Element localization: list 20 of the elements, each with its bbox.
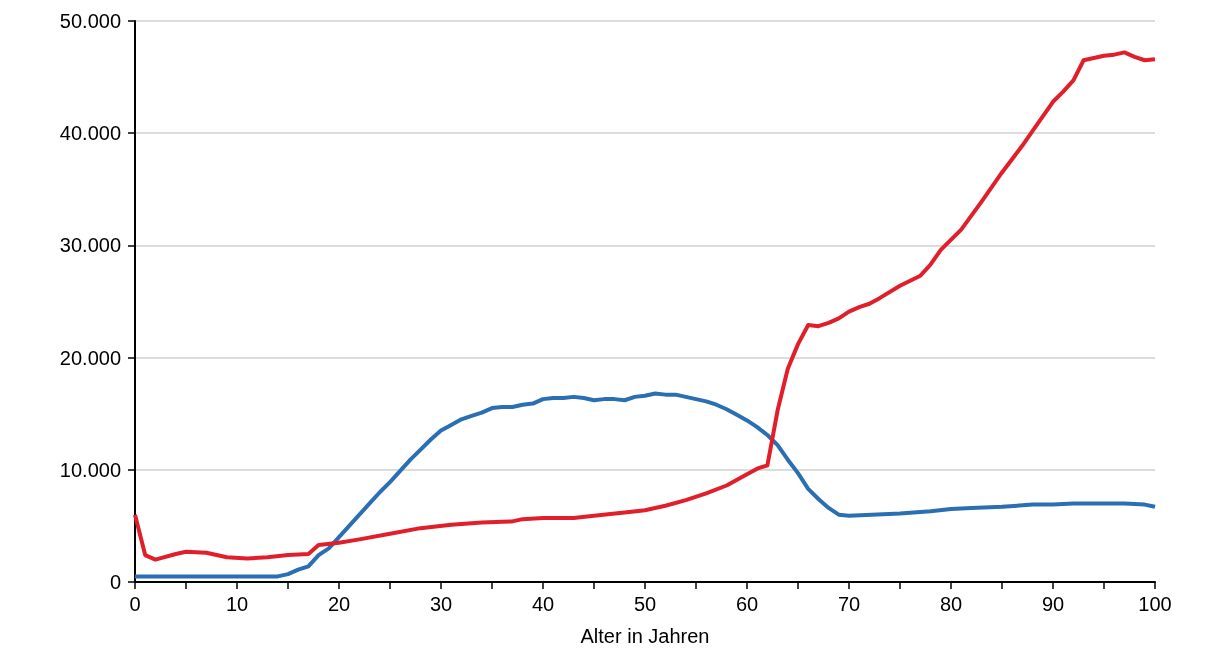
x-tick-label: 20 bbox=[327, 593, 351, 615]
x-tick-label: 80 bbox=[939, 593, 963, 615]
y-tick-label: 50.000 bbox=[59, 10, 121, 32]
x-tick-label: 0 bbox=[129, 593, 141, 615]
line-series bbox=[133, 391, 1157, 579]
y-tick-label: 0 bbox=[109, 571, 121, 593]
x-tick-label: 30 bbox=[429, 593, 453, 615]
x-tick-label: 40 bbox=[531, 593, 555, 615]
y-tick-label: 20.000 bbox=[59, 346, 121, 369]
y-tick-label: 10.000 bbox=[59, 458, 121, 481]
line-series bbox=[133, 50, 1157, 562]
x-tick-label: 50 bbox=[633, 593, 657, 615]
y-tick-label: 30.000 bbox=[59, 234, 121, 257]
y-tick-label: 40.000 bbox=[59, 122, 121, 145]
x-tick-label: 70 bbox=[837, 593, 861, 615]
x-tick-label: 60 bbox=[735, 593, 759, 615]
x-axis-title: Alter in Jahren bbox=[580, 625, 710, 647]
x-tick-label: 10 bbox=[225, 593, 249, 615]
x-tick-label: 100 bbox=[1138, 593, 1172, 615]
x-tick-label: 90 bbox=[1041, 593, 1065, 615]
